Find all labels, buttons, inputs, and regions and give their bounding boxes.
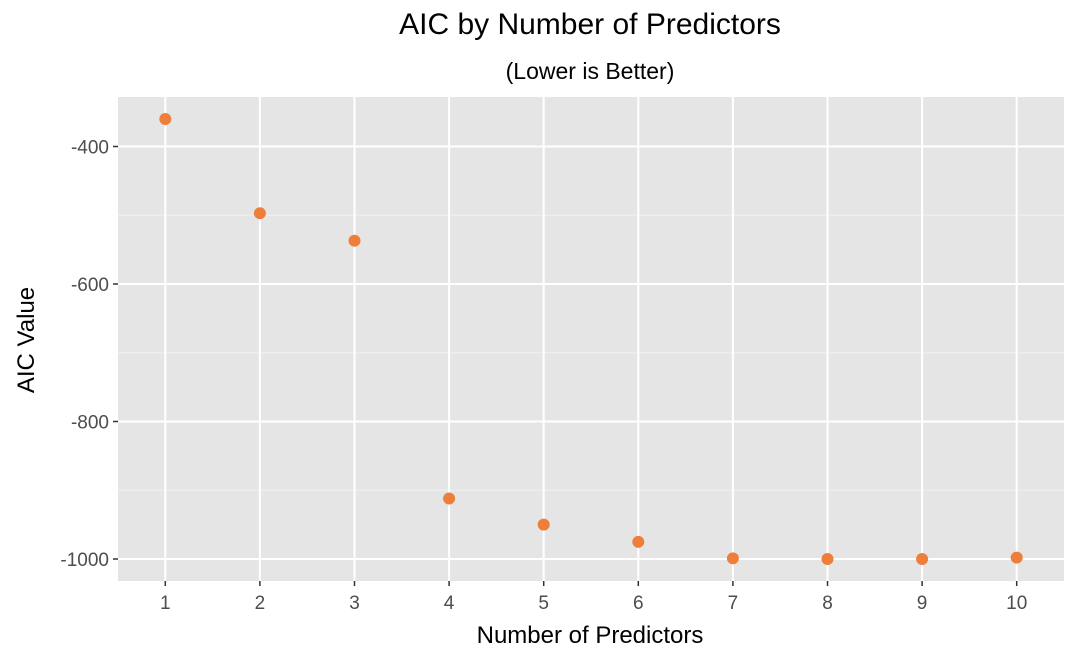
data-point [726,552,739,565]
data-point [632,535,645,548]
x-tick-label: 9 [917,593,928,614]
axis-ticks: -400 -600 -800 -1000 1 2 3 4 5 6 7 8 9 10 [60,138,1027,615]
x-tick-label: 4 [444,593,455,614]
chart-subtitle: (Lower is Better) [506,58,675,84]
x-tick-label: 5 [538,593,549,614]
data-point [916,553,929,565]
data-point [159,113,172,125]
data-point [253,207,266,220]
y-tick-label: -1000 [60,550,109,571]
y-tick-label: -400 [71,138,109,159]
x-tick-label: 7 [728,593,739,614]
x-tick-label: 8 [822,593,833,614]
x-tick-label: 6 [633,593,644,614]
data-points [159,113,1023,565]
data-point [443,492,456,505]
y-tick-label: -800 [71,413,109,434]
plot-panel [118,97,1064,581]
plot-background [118,97,1064,581]
data-point [1010,551,1023,564]
x-tick-label: 2 [255,593,266,614]
x-tick-label: 10 [1006,593,1027,614]
data-point [821,553,834,565]
data-point [348,234,361,247]
y-tick-label: -600 [71,275,109,296]
chart-title: AIC by Number of Predictors [399,8,781,41]
x-tick-label: 3 [349,593,360,614]
data-point [537,518,550,531]
x-tick-label: 1 [160,593,171,614]
x-axis-title: Number of Predictors [477,622,704,649]
y-axis-title: AIC Value [13,287,40,393]
